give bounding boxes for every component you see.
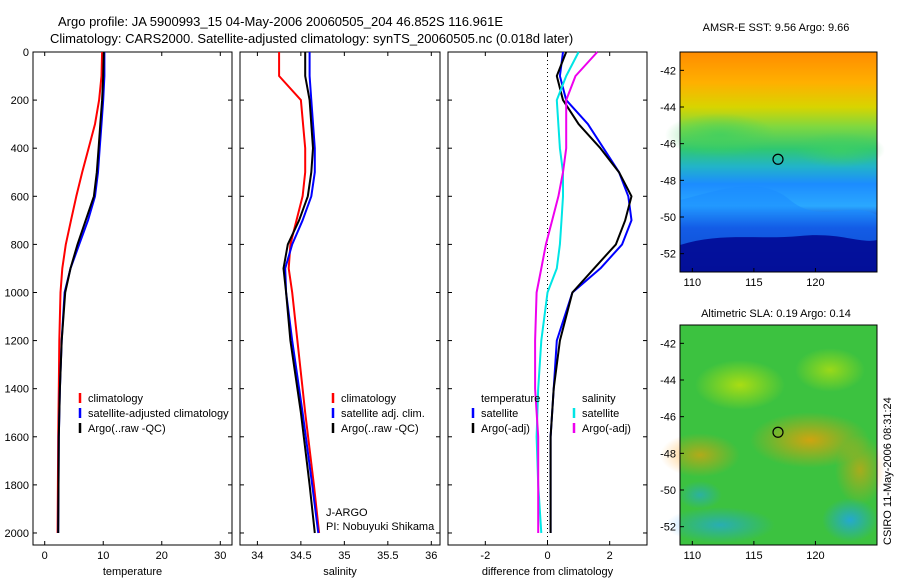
sst-map-axes: 110 115 120 -42 -44 -46 -48 -50 -52 [660, 65, 825, 289]
legend-label: climatology [341, 393, 397, 405]
series-line-0 [549, 51, 633, 533]
sla-map-title: Altimetric SLA: 0.19 Argo: 0.14 [701, 308, 851, 320]
map-x-tick-label: 110 [684, 550, 702, 562]
y-tick-label: 2000 [5, 528, 29, 540]
salinity-plot-frame [239, 51, 441, 546]
difference-x-axis-label: difference from climatology [482, 566, 614, 578]
series-line-2 [282, 52, 316, 534]
x-tick-label: 30 [214, 550, 226, 562]
legend-label: satellite [481, 408, 518, 420]
temperature-plot-frame [32, 51, 233, 546]
x-tick-label: 0 [544, 550, 550, 562]
sst-map-panel: AMSR-E SST: 9.56 Argo: 9.66 110 115 120 -42… [660, 22, 885, 289]
sst-heatmap-image [665, 52, 885, 272]
map-y-tick-label: -52 [660, 522, 676, 534]
x-tick-label: -2 [480, 550, 490, 562]
sla-argo-location-marker [772, 426, 784, 438]
map-y-tick-label: -50 [660, 485, 676, 497]
figure-title-line1: Argo profile: JA 5900993_15 04-May-2006 … [58, 14, 503, 29]
x-tick-label: 2 [607, 550, 613, 562]
temperature-x-axis-label: temperature [103, 566, 162, 578]
sla-map-axes: 110 115 120 -42 -44 -46 -48 -50 -52 [660, 338, 825, 562]
map-x-tick-label: 115 [745, 277, 763, 289]
salinity-x-axis-label: salinity [323, 566, 357, 578]
y-tick-label: 600 [11, 191, 29, 203]
map-y-tick-label: -48 [660, 175, 676, 187]
legend-label: satellite-adjusted climatology [88, 408, 229, 420]
legend-label: Argo(-adj) [481, 423, 530, 435]
map-y-tick-label: -50 [660, 212, 676, 224]
map-x-tick-label: 120 [806, 277, 824, 289]
x-tick-label: 36 [425, 550, 437, 562]
legend-label: Argo(..raw -QC) [341, 423, 419, 435]
x-tick-label: 35 [338, 550, 350, 562]
map-y-tick-label: -44 [660, 375, 676, 387]
x-tick-label: 34.5 [290, 550, 311, 562]
sla-map-panel: Altimetric SLA: 0.19 Argo: 0.14 110 115 12… [660, 308, 885, 562]
x-tick-label: 10 [97, 550, 109, 562]
y-tick-label: 1200 [5, 336, 29, 348]
figure-title-line2: Climatology: CARS2000. Satellite-adjuste… [50, 31, 573, 46]
y-tick-label: 1000 [5, 287, 29, 299]
map-y-tick-label: -42 [660, 65, 676, 77]
credit-line2: PI: Nobuyuki Shikama [326, 521, 435, 533]
sst-map-title: AMSR-E SST: 9.56 Argo: 9.66 [703, 22, 850, 34]
map-x-tick-label: 110 [684, 277, 702, 289]
sla-heatmap-image [660, 325, 885, 545]
legend-group-heading: salinity [582, 393, 616, 405]
series-line-0 [56, 51, 104, 534]
side-timestamp-label: CSIRO 11-May-2006 08:31:24 [882, 397, 894, 545]
series-line-3 [534, 51, 599, 533]
map-y-tick-label: -42 [660, 338, 676, 350]
y-tick-label: 1400 [5, 384, 29, 396]
y-tick-label: 200 [11, 95, 29, 107]
y-tick-label: 1600 [5, 432, 29, 444]
series-line-1 [284, 52, 320, 534]
credit-line1: J-ARGO [326, 507, 368, 519]
map-x-tick-label: 115 [745, 550, 763, 562]
map-y-tick-label: -48 [660, 448, 676, 460]
y-tick-label: 0 [23, 47, 29, 59]
y-tick-label: 800 [11, 239, 29, 251]
legend-label: climatology [88, 393, 144, 405]
map-y-tick-label: -44 [660, 102, 676, 114]
x-tick-label: 34 [251, 550, 263, 562]
map-x-tick-label: 120 [806, 550, 824, 562]
legend-label: satellite [582, 408, 619, 420]
legend-label: satellite adj. clim. [341, 408, 425, 420]
series-line-1 [549, 51, 633, 533]
temperature-profile-panel: 0 10 20 30 0 200 400 600 800 1000 1200 1400 1600 1800… [5, 47, 233, 578]
legend-label: Argo(..raw -QC) [88, 423, 166, 435]
map-y-tick-label: -46 [660, 412, 676, 424]
legend-group-heading: temperature [481, 393, 540, 405]
x-tick-label: 0 [42, 550, 48, 562]
legend-label: Argo(-adj) [582, 423, 631, 435]
y-tick-label: 1800 [5, 480, 29, 492]
map-y-tick-label: -46 [660, 139, 676, 151]
difference-profile-panel: -2 0 2 difference from climatology temperatu… [447, 51, 648, 578]
salinity-profile-panel: 34 34.5 35 35.5 36 salinity climatology satelli… [239, 51, 441, 578]
series-line-2 [57, 51, 105, 534]
y-tick-label: 400 [11, 143, 29, 155]
sst-argo-location-marker [772, 153, 784, 165]
x-tick-label: 35.5 [377, 550, 398, 562]
x-tick-label: 20 [156, 550, 168, 562]
map-y-tick-label: -52 [660, 249, 676, 261]
